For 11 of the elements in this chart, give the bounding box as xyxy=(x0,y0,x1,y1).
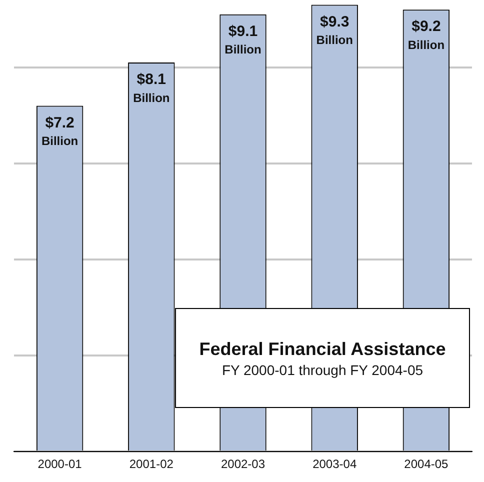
title-panel: Federal Financial Assistance FY 2000-01 through FY 2004-05 xyxy=(175,308,470,408)
x-tick-label: 2002-03 xyxy=(220,457,266,472)
data-label: $9.1 Billion xyxy=(224,23,262,57)
data-label: $9.3 Billion xyxy=(316,13,353,48)
x-tick-label: 2000-01 xyxy=(38,457,82,472)
x-tick-label: 2004-05 xyxy=(404,457,449,472)
data-label: $7.2 Billion xyxy=(41,114,78,148)
x-tick-label: 2001-02 xyxy=(129,457,174,472)
x-tick-label: 2003-04 xyxy=(312,457,357,472)
data-label: $8.1 Billion xyxy=(133,71,170,105)
data-label: $9.2 Billion xyxy=(408,18,445,52)
